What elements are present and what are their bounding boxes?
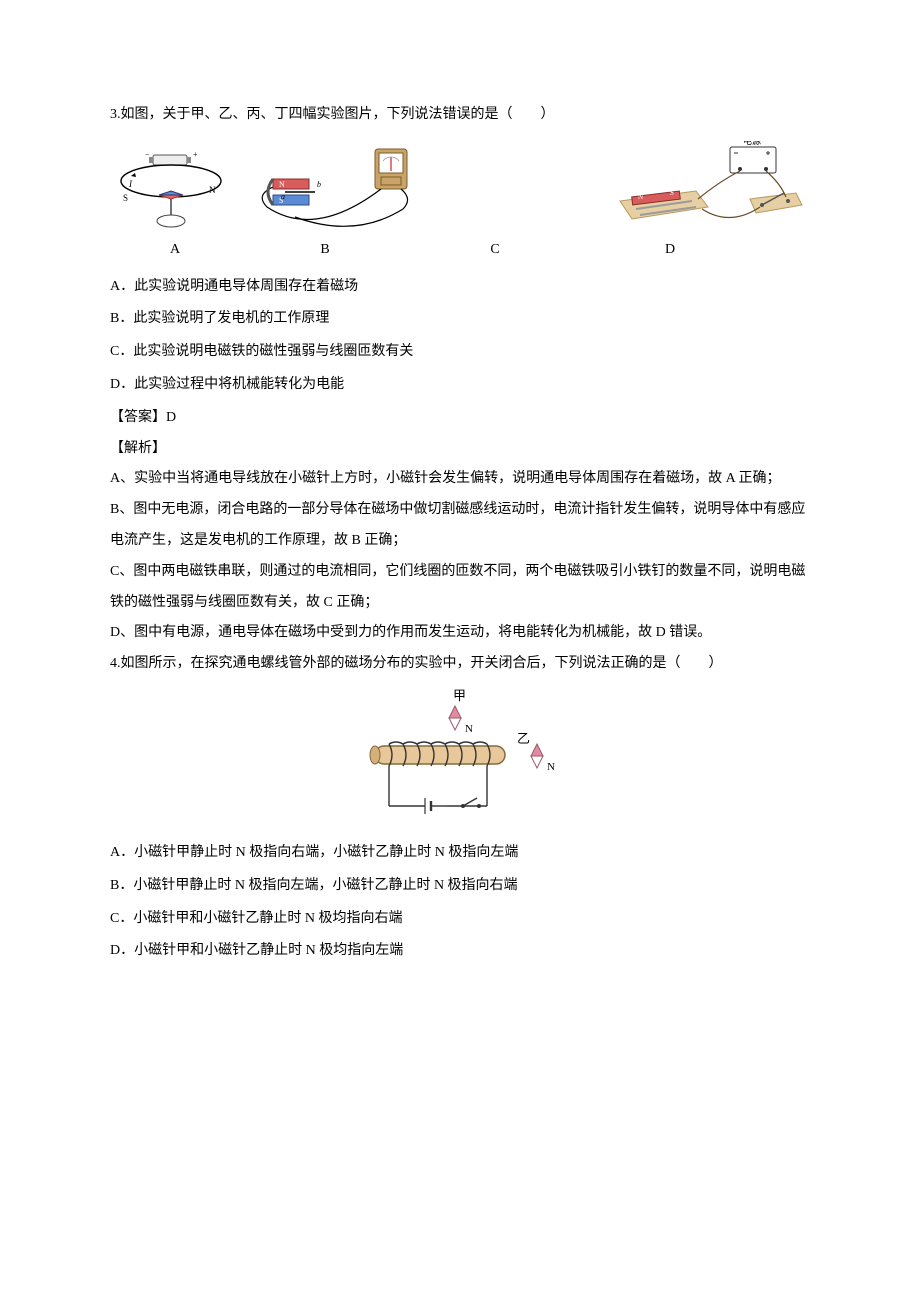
oersted-experiment-diagram: − + I N S xyxy=(113,151,233,231)
q3-stem: 3.如图，关于甲、乙、丙、丁四幅实验图片，下列说法错误的是（ ） xyxy=(110,100,810,131)
minus-label: − xyxy=(145,151,150,159)
q4-option-b: B．小磁针甲静止时 N 极指向左端，小磁针乙静止时 N 极指向右端 xyxy=(110,871,810,902)
compass-jia-n: N xyxy=(465,723,473,735)
q3-option-a: A．此实验说明通电导体周围存在着磁场 xyxy=(110,272,810,303)
q3-option-b: B．此实验说明了发电机的工作原理 xyxy=(110,304,810,335)
q4-option-a: A．小磁针甲静止时 N 极指向右端，小磁针乙静止时 N 极指向左端 xyxy=(110,838,810,869)
solenoid-compass-diagram: 甲 N xyxy=(345,688,575,828)
q3-explain-b: B、图中无电源，闭合电路的一部分导体在磁场中做切割磁感线运动时，电流计指针发生偏… xyxy=(110,495,810,557)
s-label: S xyxy=(670,189,674,197)
fig-label-b: B xyxy=(240,235,410,266)
q3-explain-c: C、图中两电磁铁串联，则通过的电流相同，它们线圈的匝数不同，两个电磁铁吸引小铁钉… xyxy=(110,557,810,619)
compass-jia-label: 甲 xyxy=(453,688,466,703)
q3-explain-label: 【解析】 xyxy=(110,434,810,465)
fig-label-d: D xyxy=(580,235,760,266)
motor-principle-diagram: 电源 N S xyxy=(610,141,810,231)
q3-figure-c xyxy=(445,151,590,231)
fig-label-c: C xyxy=(410,235,580,266)
q4-figure-wrapper: 甲 N xyxy=(110,688,810,828)
fig-label-a: A xyxy=(110,235,240,266)
b-label: b xyxy=(317,180,321,189)
q4-stem: 4.如图所示，在探究通电螺线管外部的磁场分布的实验中，开关闭合后，下列说法正确的… xyxy=(110,649,810,680)
q3-explain-d: D、图中有电源，通电导体在磁场中受到力的作用而发生运动，将电能转化为机械能，故 … xyxy=(110,618,810,649)
q4-option-c: C．小磁针甲和小磁针乙静止时 N 极均指向右端 xyxy=(110,904,810,935)
compass-yi-n: N xyxy=(547,761,555,773)
plus-label: + xyxy=(193,151,198,159)
q3-explain-a: A、实验中当将通电导线放在小磁针上方时，小磁针会发生偏转，说明通电导体周围存在着… xyxy=(110,464,810,495)
q3-figures-row: − + I N S xyxy=(110,141,810,231)
q3-figure-a: − + I N S xyxy=(110,151,235,231)
current-label: I xyxy=(128,179,133,189)
a-label: a xyxy=(281,192,285,201)
q3-option-c: C．此实验说明电磁铁的磁性强弱与线圈匝数有关 xyxy=(110,337,810,368)
n-label: N xyxy=(279,180,285,189)
compass-yi-label: 乙 xyxy=(517,731,530,746)
q4-option-d: D．小磁针甲和小磁针乙静止时 N 极均指向左端 xyxy=(110,936,810,967)
q3-figure-d: 电源 N S xyxy=(610,141,810,231)
power-supply-label: 电源 xyxy=(743,141,761,146)
q3-figure-b: N S a b xyxy=(255,143,425,231)
q3-answer: 【答案】D xyxy=(110,403,810,434)
n-label: N xyxy=(209,185,216,195)
q3-option-d: D．此实验过程中将机械能转化为电能 xyxy=(110,370,810,401)
q3-figure-labels: A B C D xyxy=(110,235,810,266)
generator-principle-diagram: N S a b xyxy=(255,143,425,231)
n-label: N xyxy=(638,193,643,201)
s-label: S xyxy=(123,193,128,203)
